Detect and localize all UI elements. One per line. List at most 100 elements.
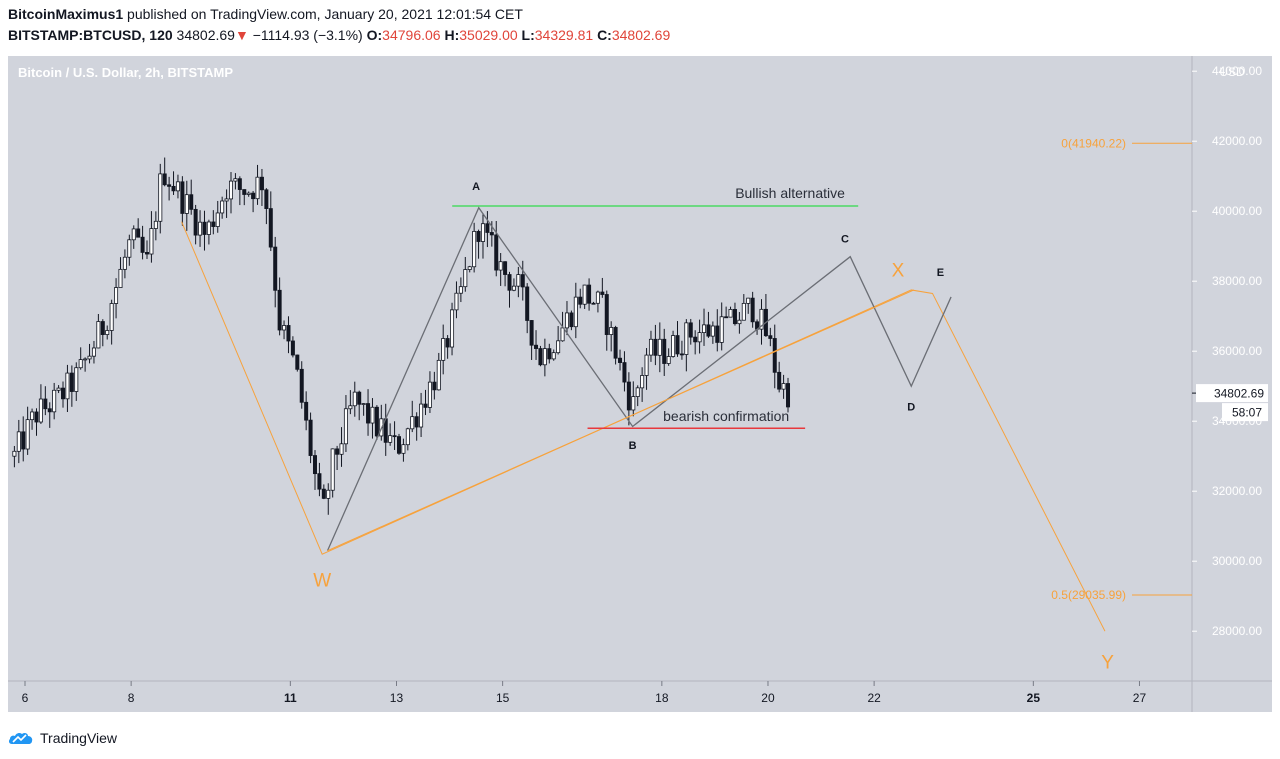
candle-body [476,231,481,242]
price-tick-label: 40000.00 [1212,204,1262,218]
candle-body [454,292,459,311]
candle-body [277,289,282,331]
candle-body [569,312,574,328]
candle-body [259,176,264,191]
candle-body [626,381,631,411]
candle-body [140,236,145,253]
candle-body [317,473,322,490]
candle-body [233,178,238,182]
candle-body [578,296,583,305]
annotation-lines [181,142,1192,632]
time-tick-label: 8 [128,691,135,705]
plot-background [8,56,1192,681]
wxy-wave-line [181,221,1106,632]
candle-body [127,239,132,258]
candle-body [237,178,242,190]
time-axis-background[interactable] [8,681,1272,712]
candle-body [640,375,645,389]
open-label: O: [366,27,383,43]
candle-body [264,189,269,209]
close-value: 34802.69 [611,27,671,43]
candle-body [282,325,287,331]
price-tick-label: 28000.00 [1212,624,1262,638]
candle-body [719,316,724,343]
candle-body [671,335,676,357]
price-tags: 34802.69 58:07 [1192,384,1268,422]
candle-body [759,308,764,330]
candle-body [595,291,600,304]
time-tick-label: 15 [496,691,510,705]
candle-body [215,212,220,227]
candle-body [675,335,680,355]
price-axis-background[interactable] [1192,56,1272,681]
candle-body [520,274,525,288]
footer-brand[interactable]: TradingView [40,730,118,746]
candle-body [65,372,70,400]
candle-body [436,359,441,391]
candle-body [220,200,225,214]
countdown-box [1222,403,1268,422]
candle-body [366,403,371,424]
candle-body [679,353,684,356]
candle-body [772,338,777,373]
candle-body [746,297,751,304]
author-name[interactable]: BitcoinMaximus1 [8,6,124,22]
time-axis-ticks: 6 8 11 13 15 18 20 22 25 27 [22,681,1146,705]
candle-body [43,398,48,410]
candle-body [463,269,468,288]
candle-body [198,221,203,236]
candle-body [153,220,158,229]
candle-body [551,352,556,360]
tradingview-cloud-icon[interactable] [8,730,34,746]
candle-body [339,443,344,455]
low-value: 34329.81 [534,27,594,43]
candle-body [388,435,393,443]
high-label: H: [444,27,460,43]
candle-body [34,411,39,423]
candle-body [644,354,649,376]
candle-body [224,198,229,202]
open-value: 34796.06 [382,27,441,43]
candle-body [432,381,437,391]
candle-body [396,436,401,454]
candle-body [662,338,667,364]
candle-body [485,223,490,233]
candle-body [419,403,424,428]
candle-body [507,274,512,291]
candle-body [600,291,605,295]
candle-body [304,401,309,421]
candle-body [348,405,353,410]
price-tick-label: 32000.00 [1212,484,1262,498]
candle-body [410,416,415,430]
candle-body [131,228,136,241]
price-chart[interactable]: Bitcoin / U.S. Dollar, 2h, BITSTAMP USD … [0,56,1280,716]
candle-body [326,489,331,499]
candle-body [538,348,543,366]
candle-body [480,223,485,242]
candle-body [472,231,477,268]
published-text: published on TradingView.com, January 20… [127,6,523,22]
candle-body [609,327,614,335]
candle-body [118,268,123,288]
abcde-wave-label: D [907,402,915,414]
candle-body [255,176,260,200]
candle-body [498,261,503,271]
candle-body [193,208,198,236]
candle-body [392,435,397,438]
candle-body [618,357,623,363]
candle-body [100,321,105,335]
candle-body [149,228,154,255]
candle-body [737,319,742,325]
abcde-wave-label: E [937,267,944,279]
candle-body [582,284,587,305]
candle-body [251,192,256,200]
candle-body [206,221,211,235]
candle-body [47,408,52,413]
time-tick-label: 18 [655,691,669,705]
price-tick-label: 44000.00 [1212,64,1262,78]
candlesticks [12,157,791,515]
candle-body [83,358,88,361]
wxy-wave-label: X [892,261,905,282]
candle-body [768,335,773,339]
abcde-wave-label: C [841,234,849,246]
